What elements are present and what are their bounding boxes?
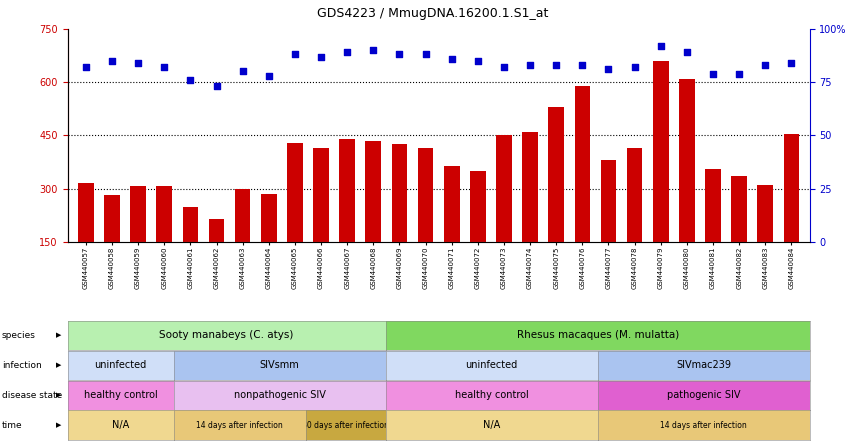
- Point: [680, 49, 694, 56]
- Point: [733, 70, 746, 77]
- Point: [759, 62, 772, 69]
- Bar: [574, 86, 591, 295]
- Point: [785, 59, 798, 67]
- Text: ▶: ▶: [56, 332, 61, 338]
- Bar: [339, 139, 355, 295]
- Bar: [235, 189, 250, 295]
- Text: nonpathogenic SIV: nonpathogenic SIV: [234, 390, 326, 400]
- Point: [184, 76, 197, 83]
- Point: [523, 62, 537, 69]
- Point: [131, 59, 145, 67]
- Point: [575, 62, 589, 69]
- Text: uninfected: uninfected: [466, 360, 518, 370]
- Point: [340, 49, 354, 56]
- Text: ▶: ▶: [56, 422, 61, 428]
- Text: infection: infection: [2, 361, 42, 369]
- Text: pathogenic SIV: pathogenic SIV: [667, 390, 740, 400]
- Point: [288, 51, 302, 58]
- Point: [418, 51, 432, 58]
- Bar: [78, 183, 94, 295]
- Bar: [758, 185, 773, 295]
- Point: [706, 70, 720, 77]
- Point: [314, 53, 328, 60]
- Point: [497, 63, 511, 71]
- Text: ▶: ▶: [56, 392, 61, 398]
- Bar: [287, 143, 303, 295]
- Point: [158, 63, 171, 71]
- Bar: [679, 79, 695, 295]
- Point: [628, 63, 642, 71]
- Bar: [653, 61, 669, 295]
- Text: Rhesus macaques (M. mulatta): Rhesus macaques (M. mulatta): [516, 330, 679, 340]
- Bar: [496, 135, 512, 295]
- Text: disease state: disease state: [2, 391, 62, 400]
- Bar: [417, 148, 433, 295]
- Text: SIVmac239: SIVmac239: [676, 360, 731, 370]
- Text: N/A: N/A: [112, 420, 129, 430]
- Point: [366, 47, 380, 54]
- Point: [210, 83, 223, 90]
- Bar: [470, 171, 486, 295]
- Bar: [365, 141, 381, 295]
- Text: Sooty manabeys (C. atys): Sooty manabeys (C. atys): [159, 330, 294, 340]
- Text: healthy control: healthy control: [84, 390, 158, 400]
- Text: healthy control: healthy control: [455, 390, 528, 400]
- Bar: [104, 195, 120, 295]
- Point: [602, 66, 616, 73]
- Point: [445, 55, 459, 62]
- Bar: [522, 132, 538, 295]
- Point: [654, 42, 668, 49]
- Point: [549, 62, 563, 69]
- Bar: [601, 160, 617, 295]
- Bar: [391, 144, 407, 295]
- Bar: [209, 219, 224, 295]
- Bar: [130, 186, 146, 295]
- Bar: [705, 169, 721, 295]
- Text: uninfected: uninfected: [94, 360, 146, 370]
- Bar: [784, 134, 799, 295]
- Point: [392, 51, 406, 58]
- Bar: [313, 148, 329, 295]
- Text: N/A: N/A: [483, 420, 501, 430]
- Bar: [444, 166, 460, 295]
- Bar: [731, 176, 747, 295]
- Text: species: species: [2, 331, 36, 340]
- Text: 14 days after infection: 14 days after infection: [197, 420, 283, 429]
- Bar: [261, 194, 276, 295]
- Text: 30 days after infection: 30 days after infection: [302, 420, 390, 429]
- Text: time: time: [2, 420, 23, 429]
- Point: [262, 72, 275, 79]
- Text: ▶: ▶: [56, 362, 61, 368]
- Bar: [548, 107, 564, 295]
- Point: [471, 57, 485, 64]
- Bar: [157, 186, 172, 295]
- Bar: [627, 148, 643, 295]
- Point: [105, 57, 119, 64]
- Text: SIVsmm: SIVsmm: [260, 360, 300, 370]
- Text: 14 days after infection: 14 days after infection: [660, 420, 747, 429]
- Point: [236, 68, 249, 75]
- Text: GDS4223 / MmugDNA.16200.1.S1_at: GDS4223 / MmugDNA.16200.1.S1_at: [317, 7, 549, 20]
- Bar: [183, 207, 198, 295]
- Point: [79, 63, 93, 71]
